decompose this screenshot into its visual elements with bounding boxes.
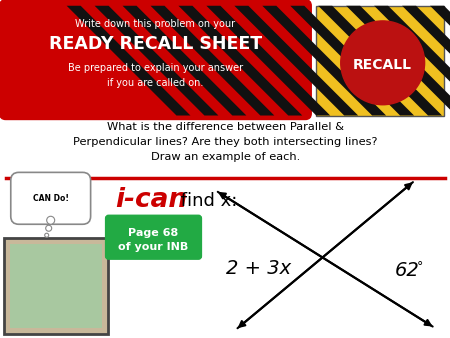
FancyBboxPatch shape xyxy=(10,244,102,328)
Polygon shape xyxy=(402,6,450,116)
Text: Write down this problem on your: Write down this problem on your xyxy=(76,19,235,29)
Polygon shape xyxy=(346,6,450,116)
Text: °: ° xyxy=(417,260,423,273)
Text: RECALL: RECALL xyxy=(353,58,412,72)
Text: find x:: find x: xyxy=(176,192,238,210)
FancyBboxPatch shape xyxy=(0,0,311,120)
Circle shape xyxy=(46,225,52,231)
Text: 62: 62 xyxy=(395,261,420,280)
Polygon shape xyxy=(290,6,414,116)
Polygon shape xyxy=(67,6,190,116)
Polygon shape xyxy=(430,6,450,116)
Text: i-can: i-can xyxy=(116,187,188,213)
Text: if you are called on.: if you are called on. xyxy=(107,78,204,88)
Polygon shape xyxy=(262,6,386,116)
Polygon shape xyxy=(374,6,450,116)
Polygon shape xyxy=(94,6,218,116)
Text: Perpendicular lines? Are they both intersecting lines?: Perpendicular lines? Are they both inter… xyxy=(73,138,378,147)
Polygon shape xyxy=(207,6,330,116)
Polygon shape xyxy=(179,6,302,116)
Text: READY RECALL SHEET: READY RECALL SHEET xyxy=(49,35,262,53)
Text: 2 + 3x: 2 + 3x xyxy=(226,259,291,277)
FancyBboxPatch shape xyxy=(106,215,202,259)
Text: Draw an example of each.: Draw an example of each. xyxy=(151,152,300,163)
Text: Be prepared to explain your answer: Be prepared to explain your answer xyxy=(68,63,243,73)
FancyBboxPatch shape xyxy=(11,172,90,224)
Circle shape xyxy=(45,233,49,237)
Polygon shape xyxy=(318,6,442,116)
Circle shape xyxy=(47,216,55,224)
Text: Page 68: Page 68 xyxy=(128,228,179,238)
Text: of your INB: of your INB xyxy=(118,242,189,252)
Text: CAN Do!: CAN Do! xyxy=(33,194,69,203)
Circle shape xyxy=(341,21,425,105)
Text: What is the difference between Parallel &: What is the difference between Parallel … xyxy=(107,122,344,132)
Polygon shape xyxy=(150,6,274,116)
Polygon shape xyxy=(122,6,246,116)
Polygon shape xyxy=(234,6,358,116)
FancyBboxPatch shape xyxy=(316,6,444,116)
FancyBboxPatch shape xyxy=(4,238,108,334)
